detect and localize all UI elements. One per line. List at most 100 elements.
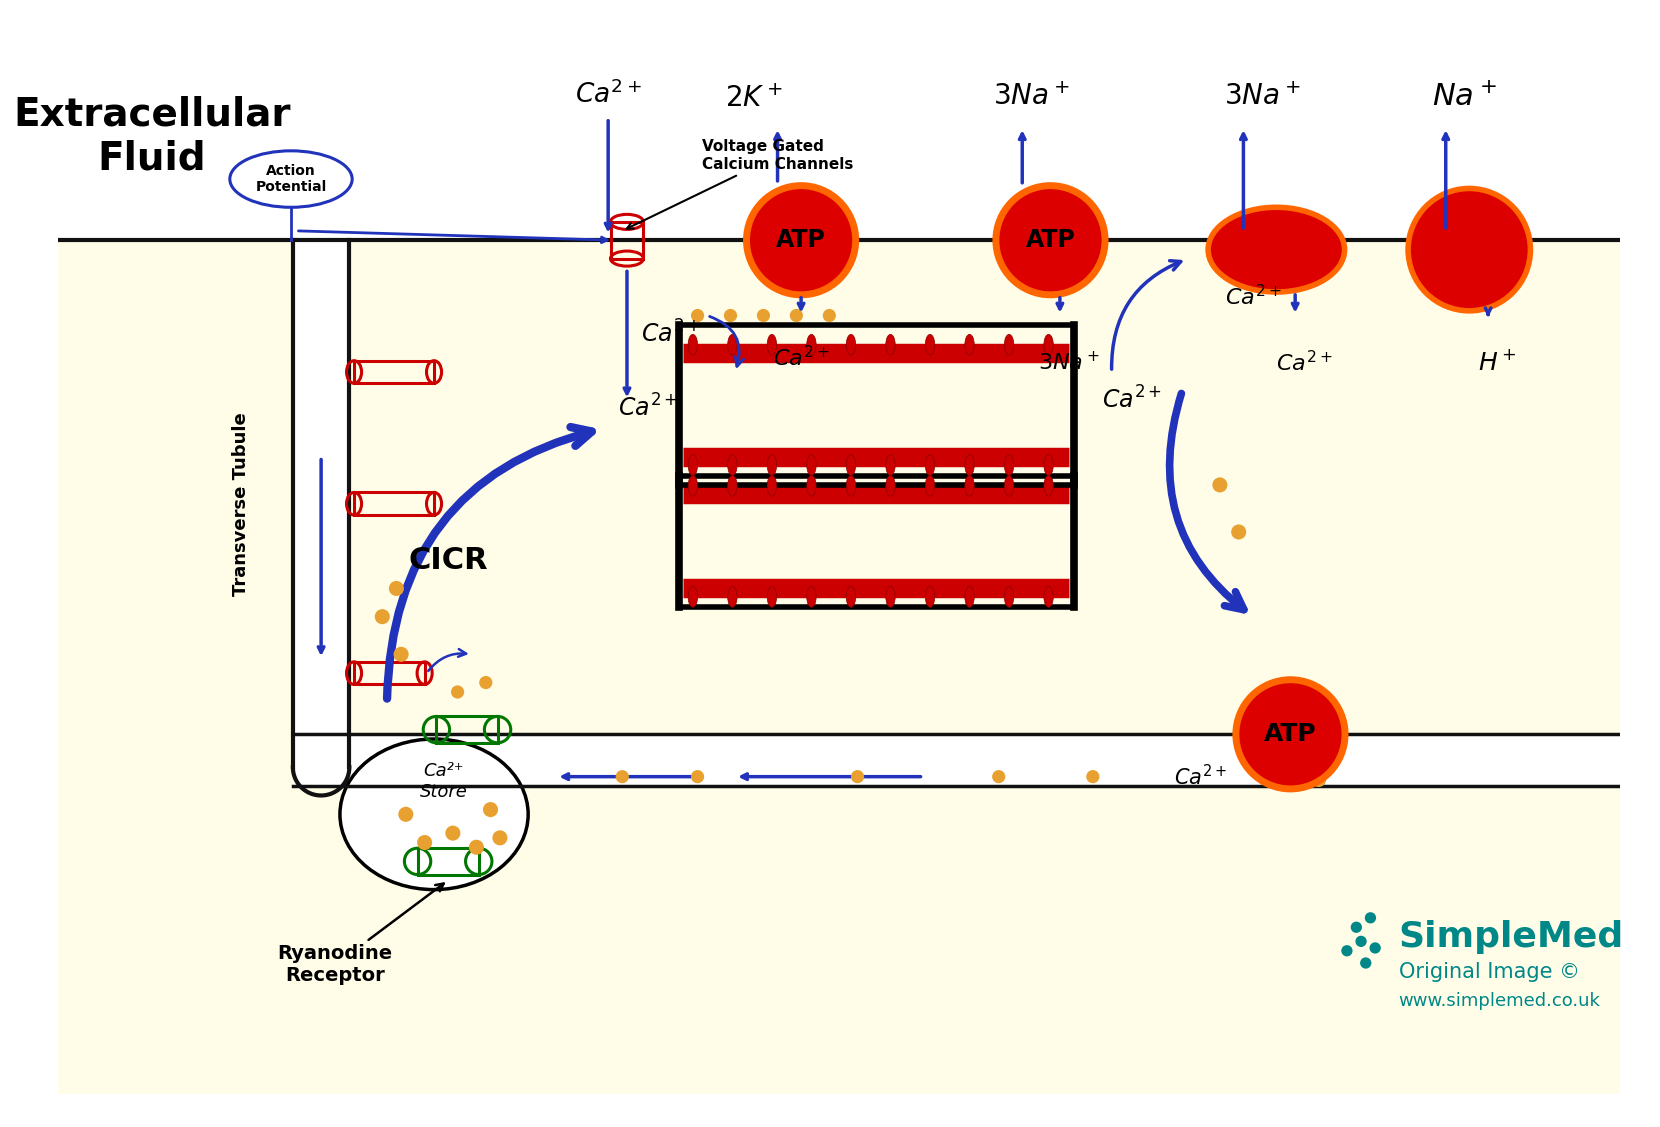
Circle shape xyxy=(1341,946,1353,957)
Text: $Ca^{2+}$: $Ca^{2+}$ xyxy=(1225,284,1282,309)
Circle shape xyxy=(1311,772,1326,787)
Circle shape xyxy=(445,826,460,841)
Bar xyxy=(611,222,644,258)
Circle shape xyxy=(375,610,390,624)
Text: ATP: ATP xyxy=(1026,229,1076,252)
Ellipse shape xyxy=(1004,476,1014,496)
Circle shape xyxy=(691,770,704,783)
Ellipse shape xyxy=(689,335,697,355)
Ellipse shape xyxy=(964,455,974,476)
Circle shape xyxy=(1237,680,1345,789)
Ellipse shape xyxy=(1004,335,1014,355)
Text: Extracellular
Fluid: Extracellular Fluid xyxy=(13,96,290,178)
Circle shape xyxy=(1370,942,1381,953)
Circle shape xyxy=(724,309,737,322)
Circle shape xyxy=(757,309,770,322)
Ellipse shape xyxy=(689,586,697,607)
FancyArrowPatch shape xyxy=(428,649,466,671)
Circle shape xyxy=(823,309,837,322)
Ellipse shape xyxy=(727,586,737,607)
Bar xyxy=(437,717,498,743)
Text: Ryanodine
Receptor: Ryanodine Receptor xyxy=(277,884,443,985)
Circle shape xyxy=(993,770,1006,783)
Circle shape xyxy=(483,802,498,817)
Bar xyxy=(292,735,1620,786)
Bar xyxy=(354,361,433,383)
Circle shape xyxy=(691,309,704,322)
Text: CICR: CICR xyxy=(408,545,488,575)
Circle shape xyxy=(493,831,508,845)
Text: $Ca^{2+}$: $Ca^{2+}$ xyxy=(774,345,830,371)
Circle shape xyxy=(1356,935,1366,947)
Ellipse shape xyxy=(807,455,817,476)
Ellipse shape xyxy=(925,335,935,355)
Text: SimpleMed: SimpleMed xyxy=(1399,920,1623,953)
Ellipse shape xyxy=(847,586,855,607)
Circle shape xyxy=(852,770,865,783)
Ellipse shape xyxy=(767,455,777,476)
Circle shape xyxy=(1232,524,1247,540)
Text: $Ca^{2+}$: $Ca^{2+}$ xyxy=(641,321,701,348)
Text: $3Na^+$: $3Na^+$ xyxy=(1039,350,1101,374)
Ellipse shape xyxy=(886,455,895,476)
Circle shape xyxy=(1360,957,1371,968)
Bar xyxy=(58,240,1620,1094)
Ellipse shape xyxy=(964,335,974,355)
Bar xyxy=(354,662,425,684)
Ellipse shape xyxy=(1044,586,1054,607)
Ellipse shape xyxy=(847,476,855,496)
Text: Action
Potential: Action Potential xyxy=(256,163,327,194)
Text: $H^+$: $H^+$ xyxy=(1477,350,1517,375)
Ellipse shape xyxy=(886,586,895,607)
Ellipse shape xyxy=(1044,335,1054,355)
Circle shape xyxy=(1212,478,1227,492)
Text: $Ca^{2+}$: $Ca^{2+}$ xyxy=(1277,350,1333,375)
Ellipse shape xyxy=(925,476,935,496)
Ellipse shape xyxy=(925,455,935,476)
Circle shape xyxy=(452,685,465,699)
Circle shape xyxy=(1086,770,1099,783)
Ellipse shape xyxy=(886,476,895,496)
Ellipse shape xyxy=(1004,586,1014,607)
Circle shape xyxy=(790,309,803,322)
Circle shape xyxy=(398,807,413,822)
Circle shape xyxy=(417,835,432,850)
Bar xyxy=(349,735,369,786)
Circle shape xyxy=(747,186,855,295)
Ellipse shape xyxy=(340,739,528,889)
Text: ATP: ATP xyxy=(1265,722,1316,746)
FancyArrowPatch shape xyxy=(1112,260,1180,370)
Circle shape xyxy=(996,186,1106,295)
Ellipse shape xyxy=(807,476,817,496)
Ellipse shape xyxy=(689,476,697,496)
Ellipse shape xyxy=(1004,455,1014,476)
Text: Voltage Gated
Calcium Channels: Voltage Gated Calcium Channels xyxy=(627,140,853,229)
Circle shape xyxy=(616,770,629,783)
Text: $2K^+$: $2K^+$ xyxy=(725,85,784,113)
Text: $Ca^{2+}$: $Ca^{2+}$ xyxy=(618,394,677,421)
FancyArrowPatch shape xyxy=(387,427,591,699)
Bar xyxy=(354,492,433,515)
Text: www.simplemed.co.uk: www.simplemed.co.uk xyxy=(1399,992,1600,1010)
Circle shape xyxy=(480,676,493,689)
Circle shape xyxy=(1351,922,1361,933)
Text: ATP: ATP xyxy=(777,229,827,252)
FancyArrowPatch shape xyxy=(709,317,744,366)
Ellipse shape xyxy=(1208,207,1345,292)
Text: $Ca^{2+}$: $Ca^{2+}$ xyxy=(1175,764,1228,789)
Text: $Na^+$: $Na^+$ xyxy=(1433,82,1497,112)
Ellipse shape xyxy=(1044,476,1054,496)
Ellipse shape xyxy=(1044,455,1054,476)
Text: Ca²⁺
Store: Ca²⁺ Store xyxy=(420,762,468,801)
Bar xyxy=(418,849,478,875)
Ellipse shape xyxy=(964,586,974,607)
Bar xyxy=(292,240,349,767)
Ellipse shape xyxy=(807,586,817,607)
Circle shape xyxy=(393,647,408,662)
Text: $Ca^{2+}$: $Ca^{2+}$ xyxy=(574,80,641,108)
Ellipse shape xyxy=(847,455,855,476)
Ellipse shape xyxy=(847,335,855,355)
Ellipse shape xyxy=(767,476,777,496)
Ellipse shape xyxy=(689,455,697,476)
Ellipse shape xyxy=(767,335,777,355)
